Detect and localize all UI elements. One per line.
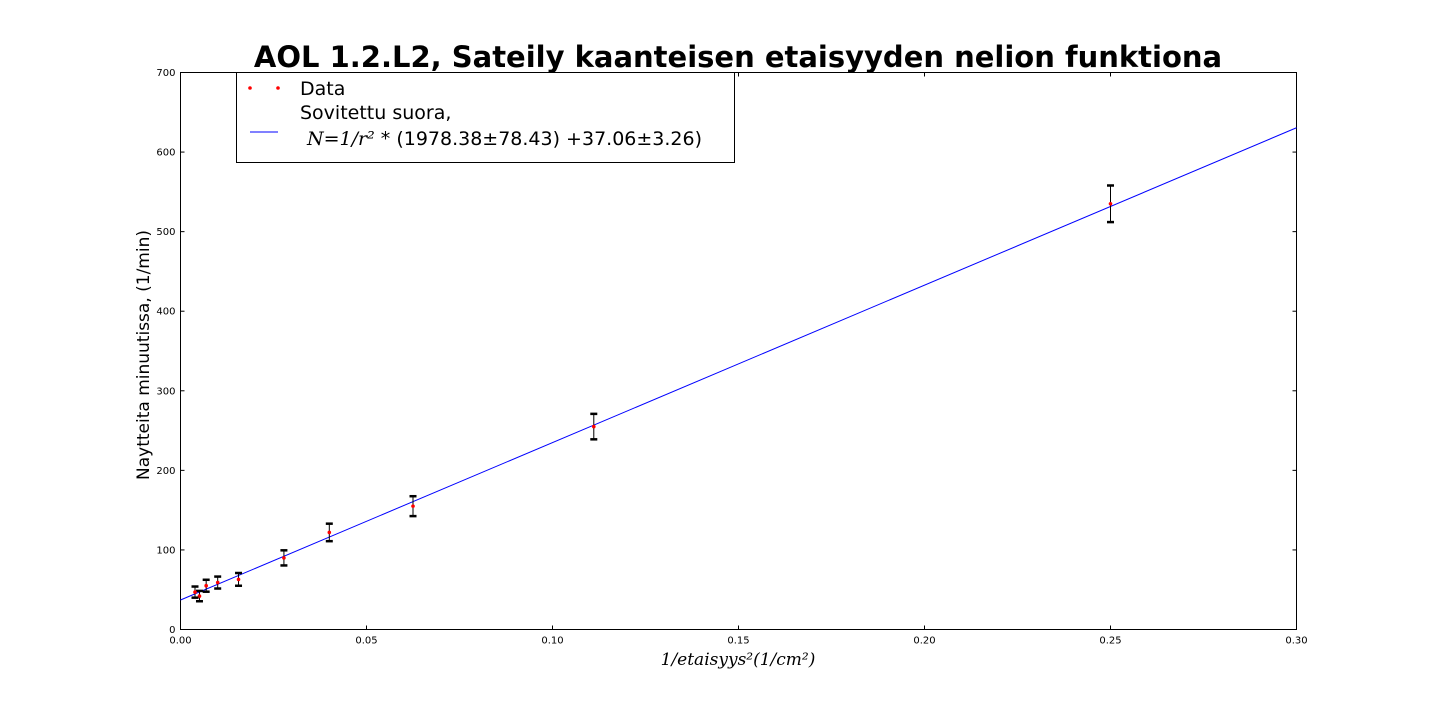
- legend: Data Sovitettu suora, N=1/r² * (1978.38±…: [236, 72, 735, 163]
- y-tick-label: 600: [156, 148, 175, 159]
- legend-data-marker: [248, 86, 252, 90]
- legend-frame: [236, 72, 735, 163]
- x-tick-label: 0.00: [169, 636, 191, 647]
- y-axis-label: Naytteita minuutissa, (1/min): [134, 230, 154, 480]
- data-point: [197, 594, 202, 598]
- x-tick-label: 0.10: [541, 636, 563, 647]
- y-tick-label: 100: [156, 545, 175, 556]
- x-tick-label: 0.05: [355, 636, 377, 647]
- x-tick-label: 0.30: [1285, 636, 1307, 647]
- x-tick-label: 0.25: [1099, 636, 1121, 647]
- axis-ticks: 0.00 0.05 0.10 0.15 0.20 0.25 0.30 0 100 200 300 40…: [156, 68, 1307, 647]
- data-point: [193, 590, 197, 594]
- x-tick-label: 0.15: [727, 636, 749, 647]
- legend-fit-params: * (1978.38±78.43) +37.06±3.26): [375, 128, 702, 150]
- y-tick-label: 0: [169, 625, 175, 636]
- legend-fit-formula: N=1/r²: [306, 128, 375, 150]
- data-point: [215, 580, 220, 585]
- x-tick-label: 0.20: [913, 636, 935, 647]
- data-point: [282, 556, 286, 560]
- data-point: [411, 504, 415, 508]
- y-tick-label: 500: [156, 227, 175, 238]
- data-point: [236, 577, 241, 582]
- fit-line-layer: [180, 127, 1297, 601]
- legend-data-label: Data: [300, 78, 345, 100]
- legend-fit-label-line2: N=1/r² * (1978.38±78.43) +37.06±3.26): [306, 128, 702, 150]
- y-tick-label: 300: [156, 386, 175, 397]
- y-tick-label: 400: [156, 307, 175, 318]
- legend-data-marker: [276, 86, 280, 90]
- y-tick-label: 700: [156, 68, 175, 79]
- data-points-layer: [191, 184, 1114, 603]
- legend-fit-label-line1: Sovitettu suora,: [300, 102, 451, 124]
- data-point: [204, 583, 208, 588]
- data-point: [327, 530, 332, 535]
- data-point: [1108, 201, 1113, 206]
- y-tick-label: 200: [156, 466, 175, 477]
- chart-title: AOL 1.2.L2, Sateily kaanteisen etaisyyde…: [254, 40, 1222, 74]
- x-axis-label: 1/etaisyys²(1/cm²): [661, 650, 816, 670]
- fit-line: [180, 127, 1297, 601]
- data-point: [591, 424, 596, 429]
